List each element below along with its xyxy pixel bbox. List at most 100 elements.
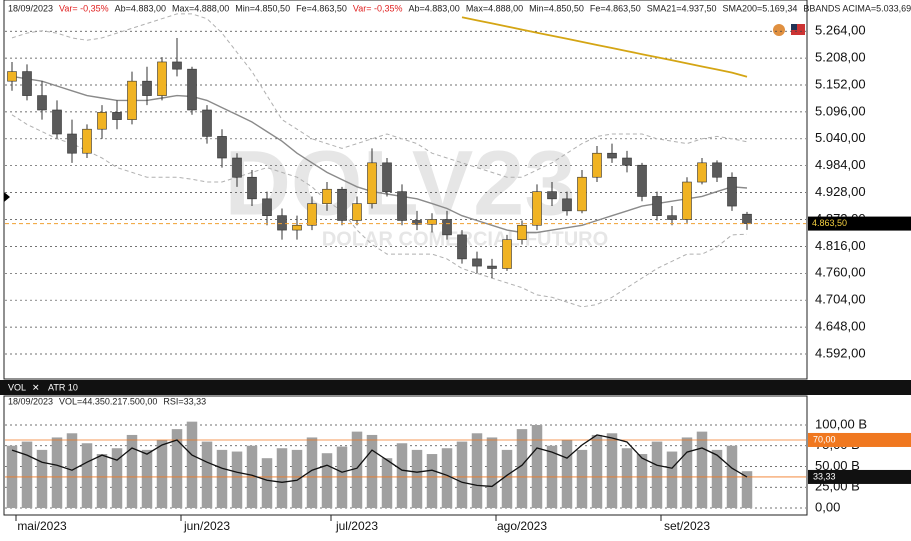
candle-body: [592, 152, 602, 178]
volume-bar: [276, 448, 288, 509]
candle-body: [532, 191, 542, 226]
volume-bar: [576, 449, 588, 509]
bb-lower-line: [11, 114, 748, 308]
candle-body: [742, 213, 752, 224]
y-tick-label: 5.096,00: [815, 103, 866, 118]
candle-body: [367, 162, 377, 204]
volume-bar: [291, 449, 303, 509]
candle-body: [232, 157, 242, 178]
candle-body: [412, 220, 422, 225]
volume-bar: [321, 453, 333, 509]
lower-frame: [3, 395, 808, 516]
header-item: SMA21=4.937,50: [647, 3, 717, 13]
volume-bar: [381, 458, 393, 509]
y-tick-label: 50,00 B: [815, 458, 860, 473]
volume-bar: [456, 441, 468, 509]
x-tick-label: ago/2023: [497, 519, 547, 533]
candle-body: [202, 109, 212, 137]
candle-body: [277, 215, 287, 231]
candle-body: [172, 61, 182, 70]
x-tick-label: mai/2023: [17, 519, 67, 533]
candle-body: [337, 188, 347, 221]
panel-tab: VOL: [8, 382, 26, 392]
header-item: Ab=4.883,00: [115, 3, 166, 13]
volume-bar: [606, 433, 618, 509]
header-item: Max=4.888,00: [172, 3, 229, 13]
candle-body: [667, 215, 677, 220]
volume-bar: [591, 434, 603, 509]
x-tick-label: jul/2023: [335, 519, 378, 533]
y-tick-label: 4.704,00: [815, 292, 866, 307]
volume-bar: [96, 454, 108, 509]
volume-bar: [261, 458, 273, 509]
rsi-level-box: [808, 432, 911, 447]
candle-body: [607, 152, 617, 159]
header-item: Fe=4.863,50: [590, 3, 641, 13]
volume-bar: [636, 454, 648, 509]
header-item: Min=4.850,50: [529, 3, 584, 13]
header-item: 18/09/2023: [8, 3, 53, 13]
volume-bar: [501, 449, 513, 509]
candle-body: [247, 176, 257, 200]
candle-body: [652, 196, 662, 216]
candle-body: [97, 112, 107, 130]
y-tick-label: 4.648,00: [815, 319, 866, 334]
candle-body: [442, 219, 452, 236]
volume-bar: [396, 443, 408, 509]
header-item: SMA200=5.169,34: [723, 3, 798, 13]
candle-body: [187, 68, 197, 111]
icon-s: [773, 24, 785, 36]
y-tick-label: 0,00: [815, 499, 840, 514]
volume-bar: [186, 421, 198, 509]
candle-body: [637, 164, 647, 197]
candle-body: [502, 239, 512, 269]
volume-bar: [651, 441, 663, 509]
x-tick-label: jun/2023: [183, 519, 230, 533]
candle-body: [217, 136, 227, 159]
x-tick-label: set/2023: [664, 519, 710, 533]
volume-bar: [36, 449, 48, 509]
y-tick-label: 5.040,00: [815, 130, 866, 145]
header-item: Min=4.850,50: [235, 3, 290, 13]
sma200-line: [461, 16, 748, 78]
volume-bar: [696, 431, 708, 509]
volume-bar: [141, 449, 153, 509]
tab-bar: [0, 380, 911, 395]
candle-body: [682, 181, 692, 220]
left-marker: [4, 192, 10, 202]
panel-info: RSI=33,33: [163, 396, 206, 406]
header-item: Fe=4.863,50: [296, 3, 347, 13]
y-tick-label: 100,00 B: [815, 416, 867, 431]
candle-body: [322, 188, 332, 204]
panel-info: 18/09/2023: [8, 396, 53, 406]
volume-bar: [366, 434, 378, 509]
volume-bar: [81, 443, 93, 509]
volume-bar: [411, 449, 423, 509]
volume-bar: [201, 441, 213, 509]
header-item: Var= -0,35%: [353, 3, 403, 13]
candle-body: [52, 109, 62, 135]
candle-body: [82, 128, 92, 154]
tab-close[interactable]: ✕: [32, 382, 40, 392]
volume-bar: [216, 449, 228, 509]
volume-bar: [441, 448, 453, 509]
header-item: Ab=4.883,00: [409, 3, 460, 13]
flag-icon-canton: [791, 24, 797, 30]
header-item: Var= -0,35%: [59, 3, 109, 13]
header-item: Max=4.888,00: [466, 3, 523, 13]
candle-body: [697, 162, 707, 183]
price-label: 4.863,50: [812, 218, 847, 228]
volume-bar: [231, 451, 243, 509]
candle-body: [307, 203, 317, 226]
volume-bar: [126, 434, 138, 509]
y-tick-label: 4.592,00: [815, 345, 866, 360]
panel-tab: ATR 10: [48, 382, 78, 392]
candle-body: [577, 176, 587, 212]
y-tick-label: 5.208,00: [815, 50, 866, 65]
candle-body: [127, 80, 137, 120]
y-tick-label: 5.152,00: [815, 76, 866, 91]
candle-body: [472, 258, 482, 267]
y-tick-label: 4.928,00: [815, 184, 866, 199]
candle-body: [382, 162, 392, 192]
